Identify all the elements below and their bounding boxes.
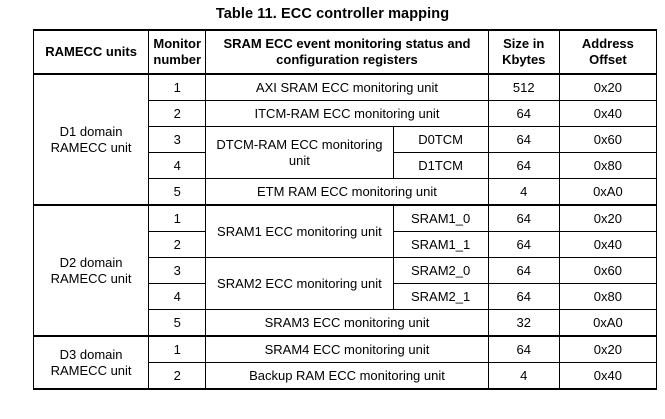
- description-cell: SRAM2 ECC monitoring unit: [205, 257, 394, 310]
- d2-unit-cell: D2 domain RAMECC unit: [32, 204, 150, 337]
- monitor-number-cell: 3: [148, 126, 207, 153]
- size-cell: 64: [487, 231, 560, 258]
- monitor-number-cell: 3: [148, 257, 207, 284]
- monitor-number-cell: 1: [148, 204, 207, 232]
- table-row: D2 domain RAMECC unit 1 SRAM1 ECC monito…: [32, 204, 658, 337]
- table-row: 3 SRAM2 ECC monitoring unit SRAM2_0 64 0…: [34, 257, 658, 310]
- sub-unit-cell: SRAM2_0: [392, 257, 489, 284]
- size-cell: 4: [487, 178, 560, 206]
- monitor-number-cell: 1: [148, 73, 207, 101]
- monitor-number-cell: 5: [148, 309, 207, 337]
- offset-cell: 0x80: [558, 152, 658, 179]
- header-address-offset: Address Offset: [558, 29, 658, 75]
- table-row: 2 SRAM1_1 64 0x40: [34, 231, 658, 258]
- size-cell: 64: [487, 257, 560, 284]
- sub-unit-cell: D0TCM: [392, 126, 489, 153]
- monitor-number-cell: 2: [148, 231, 207, 258]
- monitor-number-cell: 5: [148, 178, 207, 206]
- header-size: Size in Kbytes: [487, 29, 560, 75]
- size-cell: 4: [487, 362, 560, 390]
- d3-domain-group: D3 domain RAMECC unit 1 SRAM4 ECC monito…: [32, 335, 658, 390]
- table-row: 4 SRAM2_1 64 0x80: [34, 283, 658, 310]
- offset-cell: 0x80: [558, 283, 658, 310]
- offset-cell: 0x60: [558, 126, 658, 153]
- description-cell: ITCM-RAM ECC monitoring unit: [205, 100, 489, 127]
- offset-cell: 0x20: [558, 73, 658, 101]
- table-row: D3 domain RAMECC unit 1 SRAM4 ECC monito…: [32, 335, 658, 390]
- size-cell: 32: [487, 309, 560, 337]
- description-cell: Backup RAM ECC monitoring unit: [205, 362, 489, 390]
- sub-unit-cell: SRAM1_0: [392, 204, 489, 232]
- table-row: 4 D1TCM 64 0x80: [34, 152, 658, 179]
- offset-cell: 0x20: [558, 335, 658, 363]
- monitor-number-cell: 4: [148, 283, 207, 310]
- offset-cell: 0x40: [558, 231, 658, 258]
- d2-domain-group: D2 domain RAMECC unit 1 SRAM1 ECC monito…: [32, 204, 658, 337]
- offset-cell: 0x20: [558, 204, 658, 232]
- sub-unit-cell: SRAM1_1: [392, 231, 489, 258]
- table-caption: Table 11. ECC controller mapping: [215, 6, 450, 22]
- size-cell: 64: [487, 126, 560, 153]
- size-cell: 64: [487, 335, 560, 363]
- description-cell: SRAM4 ECC monitoring unit: [205, 335, 489, 363]
- d1-unit-cell: D1 domain RAMECC unit: [32, 73, 150, 206]
- ecc-controller-mapping-table: RAMECC units Monitor number SRAM ECC eve…: [32, 29, 658, 390]
- description-cell: ETM RAM ECC monitoring unit: [205, 178, 489, 206]
- offset-cell: 0xA0: [558, 178, 658, 206]
- header-description: SRAM ECC event monitoring status and con…: [205, 29, 489, 75]
- header-monitor-number: Monitor number: [148, 29, 207, 75]
- size-cell: 64: [487, 283, 560, 310]
- offset-cell: 0xA0: [558, 309, 658, 337]
- table-row: 5 SRAM3 ECC monitoring unit 32 0xA0: [34, 309, 658, 337]
- d3-unit-cell: D3 domain RAMECC unit: [32, 335, 150, 390]
- description-cell: SRAM1 ECC monitoring unit: [205, 204, 394, 258]
- offset-cell: 0x40: [558, 100, 658, 127]
- monitor-number-cell: 2: [148, 362, 207, 390]
- size-cell: 64: [487, 152, 560, 179]
- sub-unit-cell: D1TCM: [392, 152, 489, 179]
- header-row: RAMECC units Monitor number SRAM ECC eve…: [32, 29, 658, 75]
- table-row: 5 ETM RAM ECC monitoring unit 4 0xA0: [34, 178, 658, 206]
- monitor-number-cell: 2: [148, 100, 207, 127]
- size-cell: 64: [487, 204, 560, 232]
- offset-cell: 0x40: [558, 362, 658, 390]
- size-cell: 512: [487, 73, 560, 101]
- offset-cell: 0x60: [558, 257, 658, 284]
- table-header: RAMECC units Monitor number SRAM ECC eve…: [32, 29, 658, 75]
- header-ramecc-units: RAMECC units: [32, 29, 150, 75]
- monitor-number-cell: 4: [148, 152, 207, 179]
- description-cell: AXI SRAM ECC monitoring unit: [205, 73, 489, 101]
- description-cell: DTCM-RAM ECC monitoring unit: [205, 126, 394, 179]
- d1-domain-group: D1 domain RAMECC unit 1 AXI SRAM ECC mon…: [32, 73, 658, 206]
- monitor-number-cell: 1: [148, 335, 207, 363]
- table-row: 2 Backup RAM ECC monitoring unit 4 0x40: [34, 362, 658, 390]
- table-row: 3 DTCM-RAM ECC monitoring unit D0TCM 64 …: [34, 126, 658, 179]
- table-row: D1 domain RAMECC unit 1 AXI SRAM ECC mon…: [32, 73, 658, 206]
- sub-unit-cell: SRAM2_1: [392, 283, 489, 310]
- size-cell: 64: [487, 100, 560, 127]
- description-cell: SRAM3 ECC monitoring unit: [205, 309, 489, 337]
